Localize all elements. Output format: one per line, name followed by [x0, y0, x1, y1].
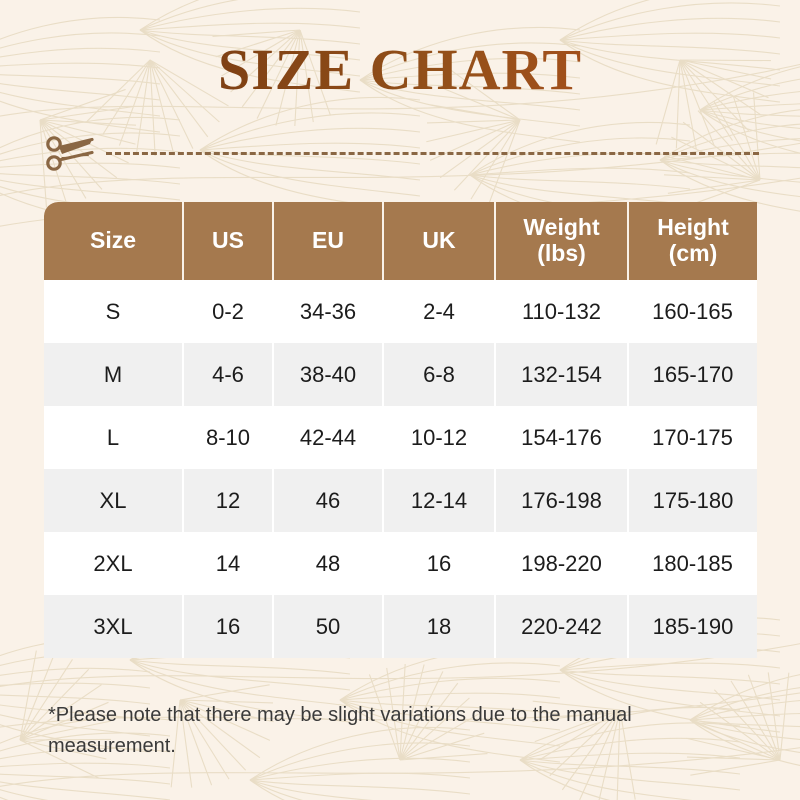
- header-line: US: [212, 227, 244, 254]
- page-title: SIZE CHART: [0, 36, 800, 103]
- cell-size: M: [44, 343, 184, 406]
- column-header-height: Height (cm): [628, 202, 757, 280]
- header-line: Height: [657, 214, 729, 241]
- header-line: Size: [89, 227, 137, 254]
- header-line-unit: (cm): [668, 240, 718, 266]
- cell-eu: 34-36: [273, 280, 383, 343]
- cell-height: 170-175: [628, 406, 757, 469]
- cell-weight: 176-198: [495, 469, 629, 532]
- cut-line: [44, 132, 759, 176]
- cell-height: 180-185: [628, 532, 757, 595]
- cell-weight: 132-154: [495, 343, 629, 406]
- cell-height: 165-170: [628, 343, 757, 406]
- cell-weight: 154-176: [495, 406, 628, 469]
- cell-us: 14: [183, 532, 273, 595]
- table-header: Size US EU UK Weight (lbs): [44, 202, 757, 280]
- table-row: M 4-6 38-40 6-8 132-154 165-170: [44, 343, 757, 406]
- cell-eu: 38-40: [273, 343, 384, 406]
- cell-height: 175-180: [628, 469, 757, 532]
- cell-height: 185-190: [628, 595, 757, 658]
- table-row: XL 12 46 12-14 176-198 175-180: [44, 469, 757, 532]
- cell-us: 0-2: [183, 280, 273, 343]
- cell-uk: 18: [383, 595, 496, 658]
- column-header-size: Size: [44, 202, 184, 280]
- cell-us: 4-6: [183, 343, 274, 406]
- cell-eu: 48: [273, 532, 383, 595]
- cell-uk: 16: [383, 532, 495, 595]
- scissors-icon: [46, 136, 94, 171]
- cell-us: 8-10: [183, 406, 273, 469]
- header-line-unit: (lbs): [537, 240, 586, 266]
- cell-uk: 10-12: [383, 406, 495, 469]
- column-header-weight: Weight (lbs): [495, 202, 629, 280]
- column-header-us: US: [183, 202, 274, 280]
- cell-size: 2XL: [44, 532, 183, 595]
- cell-uk: 12-14: [383, 469, 496, 532]
- cell-eu: 46: [273, 469, 384, 532]
- cell-size: XL: [44, 469, 184, 532]
- cell-uk: 2-4: [383, 280, 495, 343]
- table-row: 2XL 14 48 16 198-220 180-185: [44, 532, 757, 595]
- cell-us: 16: [183, 595, 274, 658]
- cell-size: L: [44, 406, 183, 469]
- size-table: Size US EU UK Weight (lbs): [44, 202, 758, 658]
- column-header-eu: EU: [273, 202, 384, 280]
- header-line: Weight: [523, 214, 600, 241]
- header-line: EU: [312, 227, 344, 254]
- table-header-row: Size US EU UK Weight (lbs): [44, 202, 757, 280]
- cell-size: 3XL: [44, 595, 184, 658]
- size-table-container: Size US EU UK Weight (lbs): [44, 202, 757, 658]
- cell-uk: 6-8: [383, 343, 496, 406]
- cell-weight: 220-242: [495, 595, 629, 658]
- header-line: UK: [422, 227, 456, 254]
- footnote-text: *Please note that there may be slight va…: [48, 704, 632, 757]
- table-row: L 8-10 42-44 10-12 154-176 170-175: [44, 406, 757, 469]
- column-header-uk: UK: [383, 202, 496, 280]
- cut-line-dashes: [106, 152, 759, 155]
- cell-eu: 42-44: [273, 406, 383, 469]
- cell-size: S: [44, 280, 183, 343]
- cell-weight: 110-132: [495, 280, 628, 343]
- table-row: S 0-2 34-36 2-4 110-132 160-165: [44, 280, 757, 343]
- cell-eu: 50: [273, 595, 384, 658]
- table-body: S 0-2 34-36 2-4 110-132 160-165 M 4-6 38…: [44, 280, 757, 658]
- table-row: 3XL 16 50 18 220-242 185-190: [44, 595, 757, 658]
- cell-us: 12: [183, 469, 274, 532]
- cell-weight: 198-220: [495, 532, 628, 595]
- cell-height: 160-165: [628, 280, 757, 343]
